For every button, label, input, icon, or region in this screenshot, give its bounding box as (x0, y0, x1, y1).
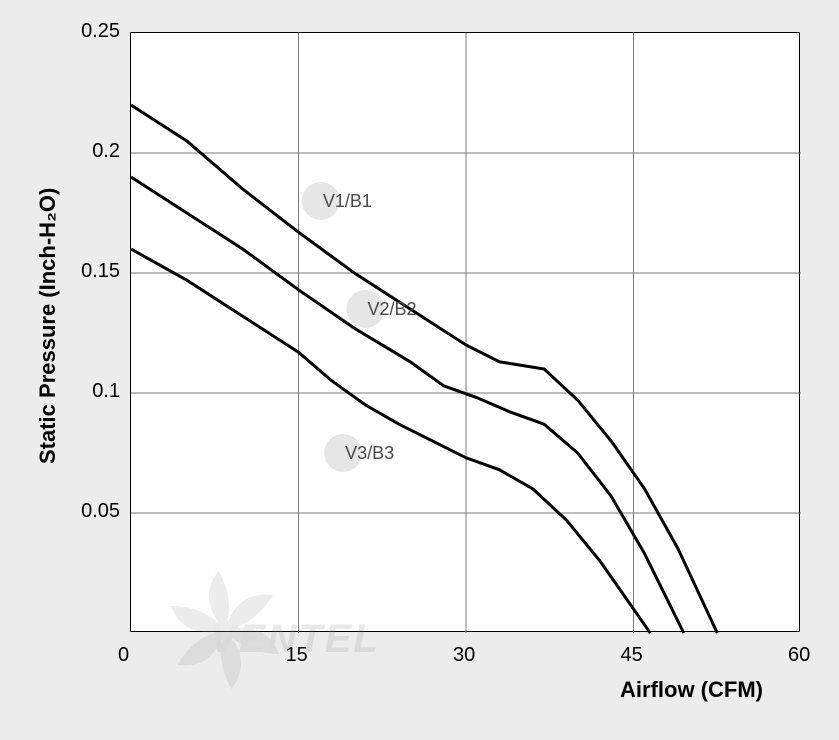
y-tick-label: 0.2 (92, 140, 120, 163)
x-tick-label: 0 (118, 644, 129, 667)
fan-curve-chart: V1/B1V2/B2V3/B3 VENTEL Static Pressure (… (0, 0, 839, 740)
y-axis-label: Static Pressure (Inch-H₂O) (35, 188, 61, 464)
series-label: V3/B3 (345, 443, 394, 463)
x-axis-label: Airflow (CFM) (620, 677, 763, 703)
x-tick-label: 30 (453, 644, 475, 667)
plot-area: V1/B1 V2/B2 V3/B3 (130, 32, 800, 632)
series-line-v1-b1 (131, 105, 717, 633)
x-tick-label: 45 (621, 644, 643, 667)
x-tick-label: 60 (788, 644, 810, 667)
y-tick-label: 0.05 (81, 500, 120, 523)
series-label: V2/B2 (368, 299, 417, 319)
y-tick-label: 0.15 (81, 260, 120, 283)
y-tick-label: 0.1 (92, 380, 120, 403)
plot-svg: V1/B1 V2/B2 V3/B3 (131, 33, 801, 633)
y-tick-label: 0.25 (81, 20, 120, 43)
x-tick-label: 15 (286, 644, 308, 667)
series-label: V1/B1 (323, 191, 372, 211)
